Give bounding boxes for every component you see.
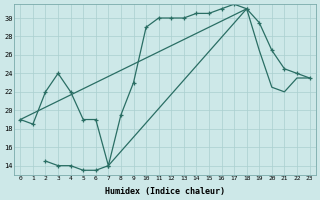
X-axis label: Humidex (Indice chaleur): Humidex (Indice chaleur) [105, 187, 225, 196]
